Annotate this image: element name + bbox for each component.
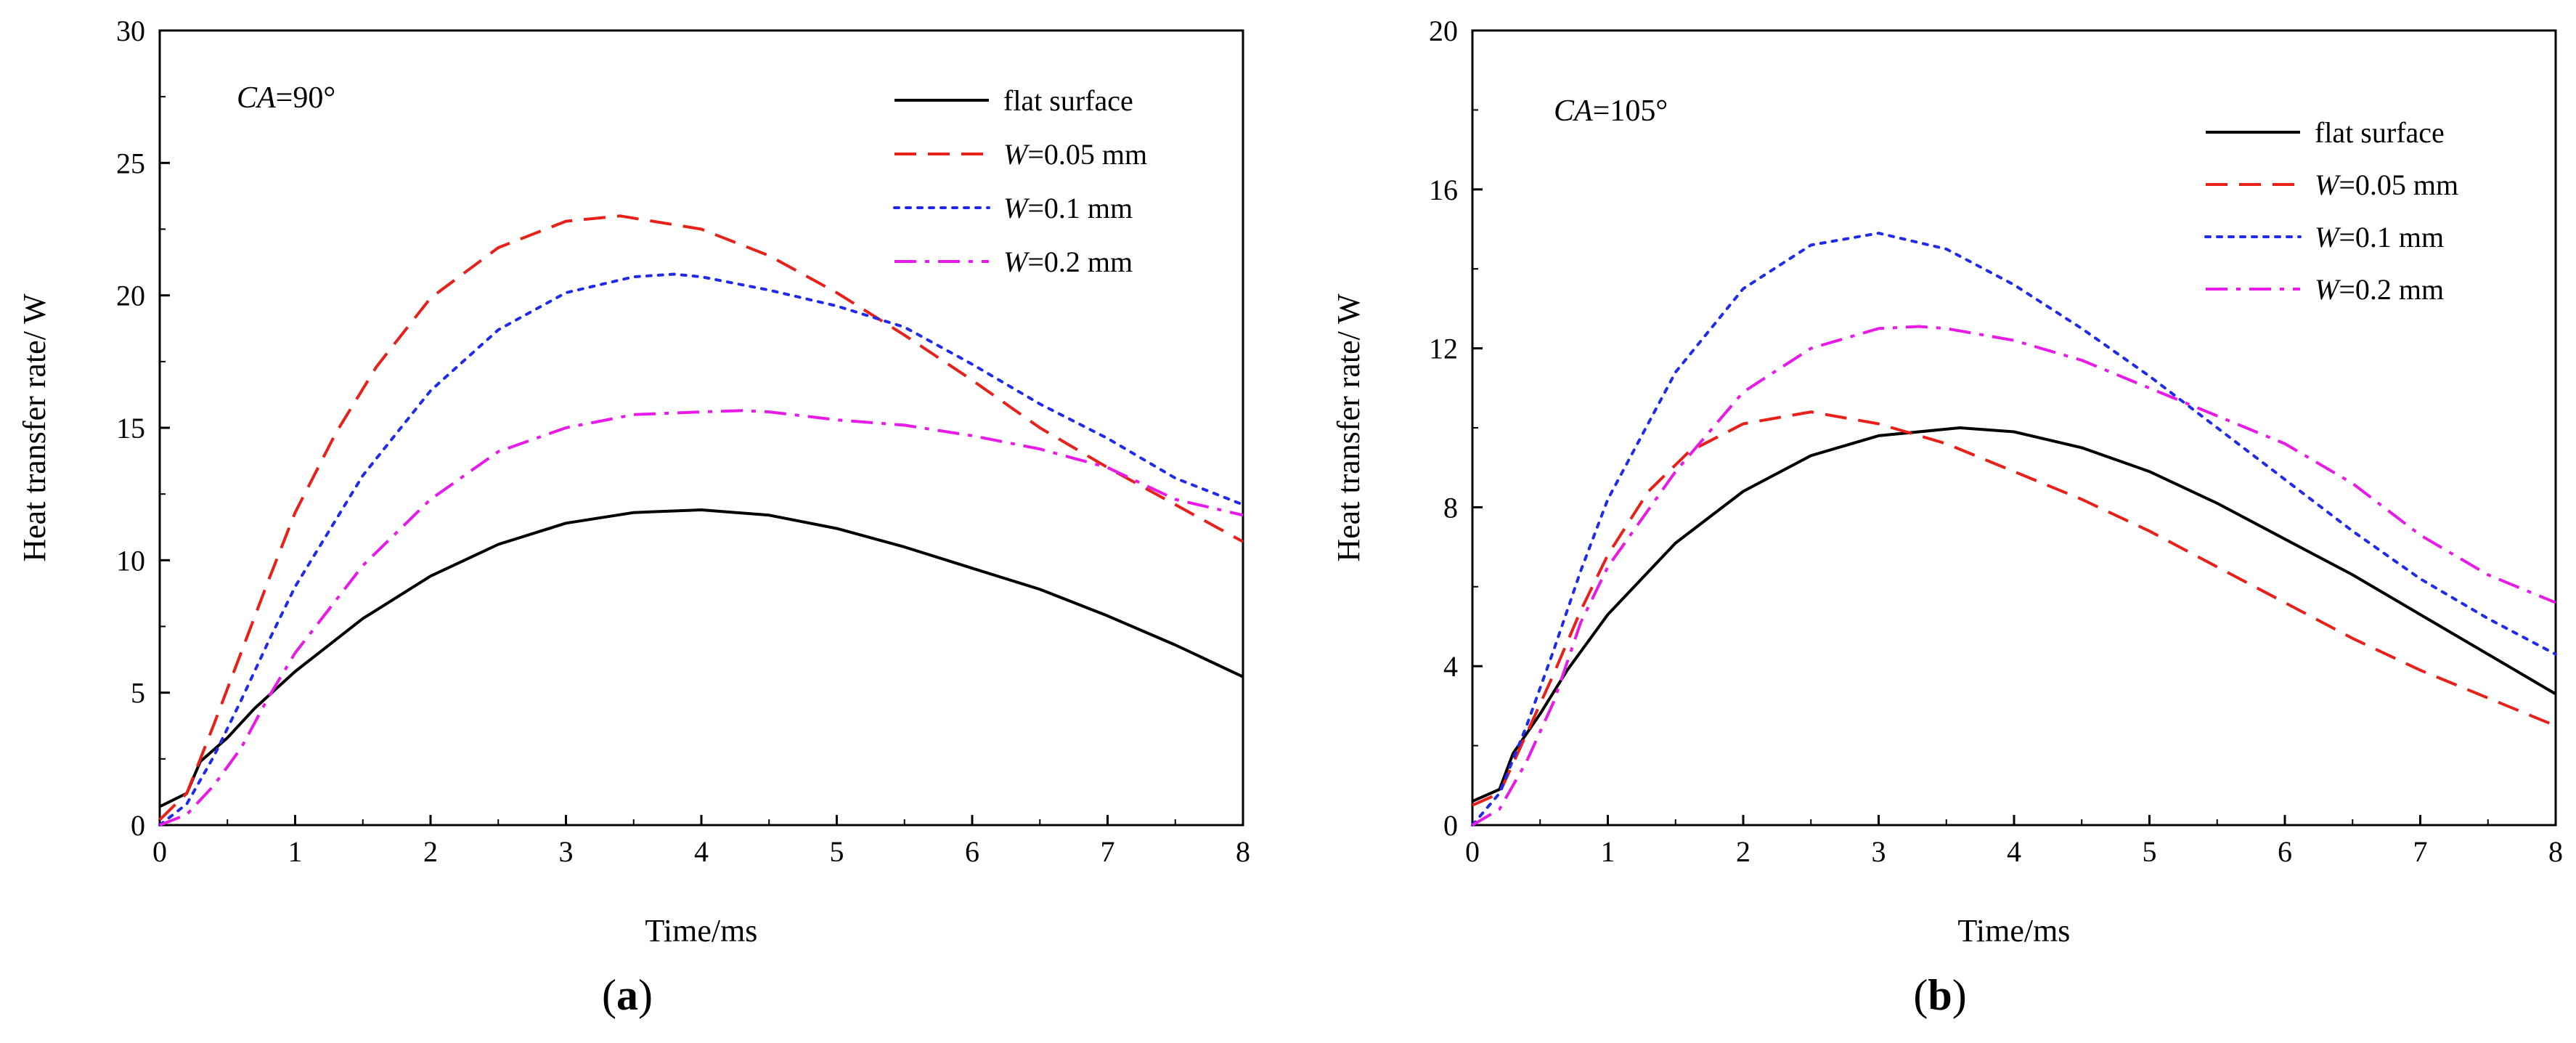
panel-label-close: ) — [1952, 971, 1967, 1019]
y-tick-label: 0 — [1443, 809, 1458, 842]
y-tick-label: 5 — [131, 677, 145, 710]
series-line-3 — [1471, 325, 2556, 827]
y-tick-label: 8 — [1443, 491, 1458, 524]
legend-label-italic: W — [2315, 221, 2341, 253]
series-line-1 — [158, 214, 1244, 821]
x-tick-label: 7 — [2413, 835, 2428, 868]
legend-label-italic: W — [1003, 192, 1030, 224]
legend-label-text: =0.05 mm — [1027, 138, 1147, 171]
legend-label: W=0.2 mm — [1003, 245, 1133, 278]
x-tick-label: 8 — [2548, 835, 2563, 868]
legend-label: flat surface — [1003, 84, 1133, 117]
legend-label-text: =0.2 mm — [1027, 245, 1133, 278]
series-line-0 — [1472, 426, 2557, 803]
panel-label-letter: b — [1928, 971, 1952, 1019]
series-line-0 — [159, 508, 1244, 808]
legend-label: W=0.1 mm — [1003, 192, 1133, 224]
y-tick-label: 16 — [1429, 174, 1458, 206]
y-axis-label: Heat transfer rate/ W — [17, 293, 52, 562]
series-line-1 — [1472, 410, 2556, 807]
y-tick-label: 10 — [116, 544, 145, 577]
y-axis-label: Heat transfer rate/ W — [1331, 293, 1366, 562]
contact-angle-annotation: CA=105° — [1554, 94, 1668, 128]
legend-label-text: flat surface — [2315, 116, 2445, 149]
x-tick-label: 4 — [694, 835, 709, 868]
legend-label-text: flat surface — [1003, 84, 1133, 117]
x-axis-label: Time/ms — [1958, 913, 2071, 949]
x-tick-label: 5 — [2143, 835, 2157, 868]
panel-label-open: ( — [1913, 971, 1928, 1019]
annotation-italic: CA — [237, 81, 276, 115]
y-tick-label: 30 — [116, 15, 145, 47]
chart-panel-a: 0 1 2 3 4 5 6 7 8 0 5 10 15 20 25 30 Time/ms Heat transfe… — [17, 15, 1250, 1019]
panel-label-close: ) — [638, 971, 653, 1019]
series-line-2 — [1471, 232, 2557, 827]
y-tick-label: 25 — [116, 147, 145, 179]
x-tick-label: 3 — [559, 835, 574, 868]
x-tick-label: 0 — [1465, 835, 1480, 868]
x-tick-label: 8 — [1236, 835, 1250, 868]
series-line-2 — [158, 272, 1244, 827]
legend-label: W=0.05 mm — [1003, 138, 1147, 171]
panel-label-letter: a — [616, 971, 638, 1019]
x-tick-label: 6 — [2278, 835, 2292, 868]
plot-frame — [1471, 29, 2557, 827]
x-tick-label: 4 — [2007, 835, 2021, 868]
contact-angle-annotation: CA=90° — [237, 81, 335, 115]
annotation-italic: CA — [1554, 94, 1593, 128]
panel-label: (b) — [1913, 971, 1966, 1019]
x-tick-label: 3 — [1872, 835, 1886, 868]
legend-label-text: =0.1 mm — [2339, 221, 2444, 253]
x-tick-label: 7 — [1101, 835, 1115, 868]
legend-label-text: =0.1 mm — [1027, 192, 1133, 224]
y-tick-label: 20 — [1429, 15, 1458, 47]
x-tick-label: 2 — [423, 835, 438, 868]
annotation-value: =105° — [1593, 94, 1668, 128]
legend-label: W=0.05 mm — [2315, 169, 2458, 201]
legend-label-italic: W — [1003, 138, 1030, 171]
legend-label: W=0.1 mm — [2315, 221, 2444, 253]
legend-label-italic: W — [1003, 245, 1030, 278]
x-axis-label: Time/ms — [645, 913, 758, 949]
legend-label-text: =0.2 mm — [2339, 273, 2444, 306]
legend-label-italic: W — [2315, 273, 2341, 306]
annotation-value: =90° — [276, 81, 335, 115]
x-tick-label: 1 — [1601, 835, 1615, 868]
y-tick-label: 0 — [131, 809, 145, 842]
y-tick-label: 20 — [116, 280, 145, 312]
x-tick-label: 0 — [152, 835, 167, 868]
y-tick-label: 4 — [1443, 650, 1458, 683]
legend-label: flat surface — [2315, 116, 2445, 149]
x-tick-label: 6 — [965, 835, 979, 868]
y-tick-label: 15 — [116, 412, 145, 445]
x-tick-label: 2 — [1736, 835, 1750, 868]
legend-label-italic: W — [2315, 169, 2341, 201]
legend-label-text: =0.05 mm — [2339, 169, 2458, 201]
x-tick-label: 5 — [830, 835, 844, 868]
series-line-3 — [159, 409, 1244, 827]
x-tick-label: 1 — [288, 835, 303, 868]
y-tick-label: 12 — [1429, 333, 1458, 365]
legend-label: W=0.2 mm — [2315, 273, 2444, 306]
panel-label-open: ( — [602, 971, 616, 1019]
panel-label: (a) — [602, 971, 653, 1019]
